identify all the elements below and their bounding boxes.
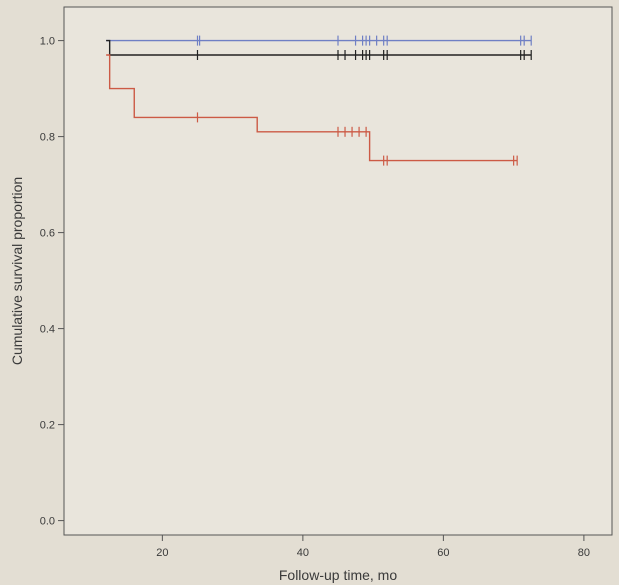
y-tick-label: 0.4 — [40, 324, 55, 336]
series-1 — [106, 35, 532, 46]
y-tick-label: 0.8 — [40, 132, 55, 144]
x-tick-label: 60 — [437, 547, 449, 559]
x-axis: 20 40 60 80 — [156, 535, 590, 559]
series-layer — [106, 35, 532, 166]
y-tick-label: 0.2 — [40, 420, 55, 432]
y-tick-label: 1.0 — [40, 36, 55, 48]
series-2 — [106, 39, 532, 60]
y-tick-label: 0.0 — [40, 516, 55, 528]
y-axis-label: Cumulative survival proportion — [9, 177, 25, 365]
series-3 — [106, 54, 518, 166]
x-tick-label: 20 — [156, 547, 168, 559]
y-axis: 0.0 0.2 0.4 0.6 0.8 1.0 — [40, 36, 64, 528]
x-tick-label: 80 — [578, 547, 590, 559]
y-tick-label: 0.6 — [40, 228, 55, 240]
x-axis-label: Follow-up time, mo — [279, 567, 397, 583]
survival-curve — [106, 54, 518, 162]
plot-area — [63, 6, 613, 536]
x-tick-label: 40 — [297, 547, 309, 559]
survival-curve — [106, 39, 532, 56]
